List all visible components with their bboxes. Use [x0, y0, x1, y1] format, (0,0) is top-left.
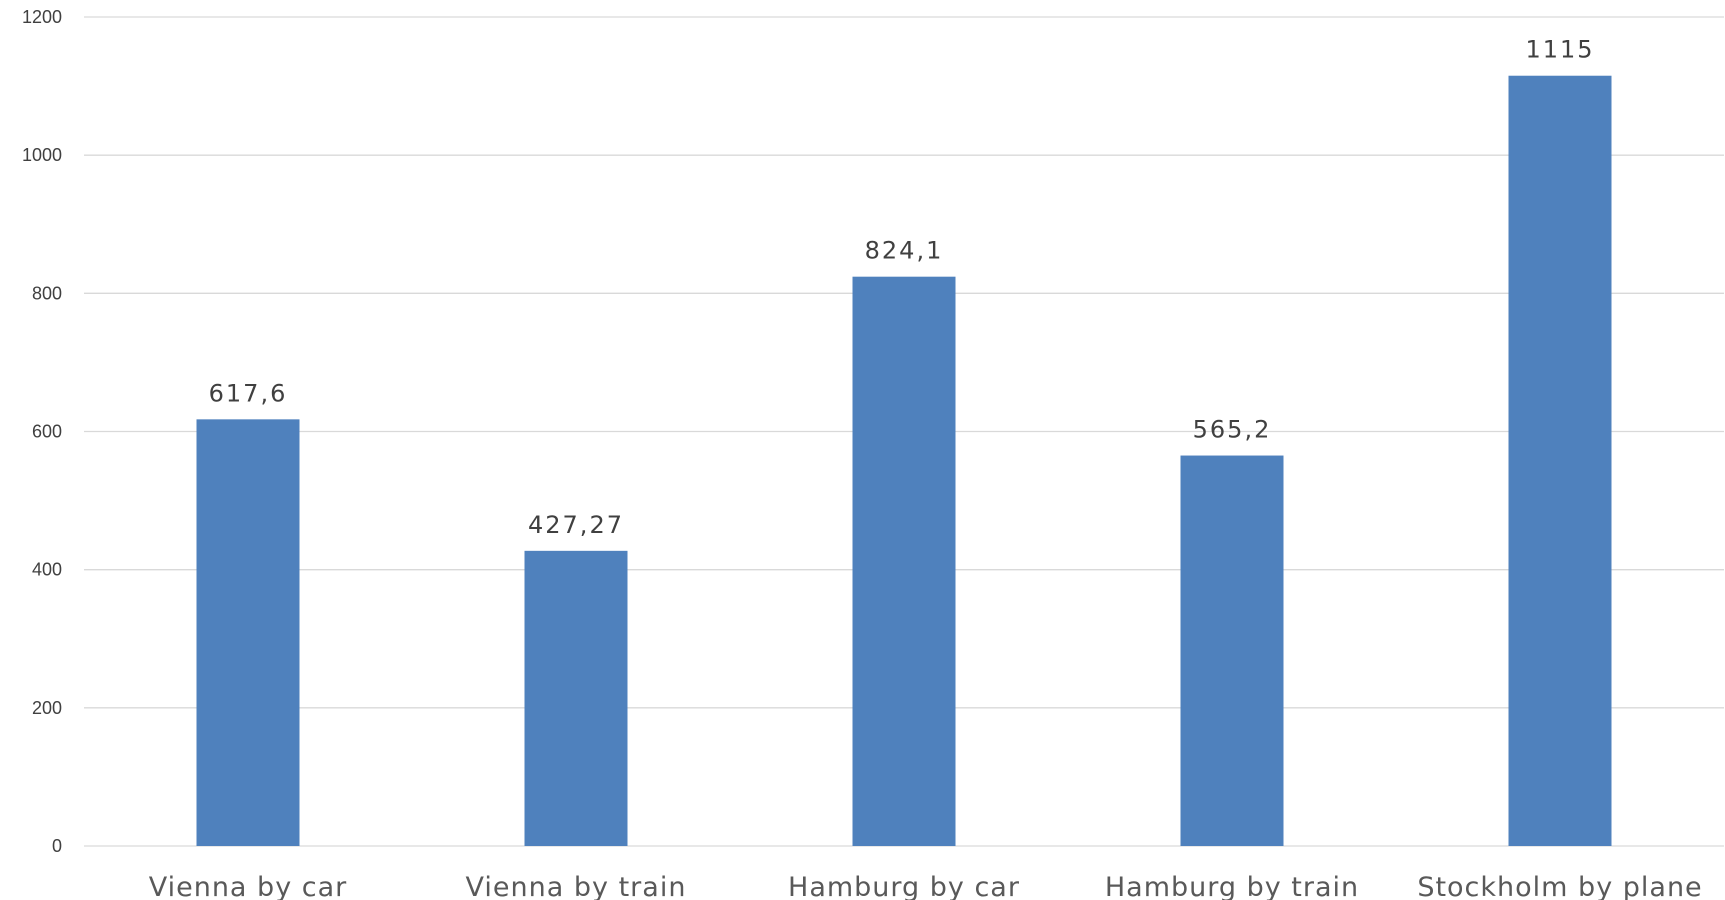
y-tick-label-800: 800 — [32, 283, 62, 303]
bar-5 — [1509, 76, 1612, 846]
y-tick-label-200: 200 — [32, 698, 62, 718]
data-label-3: 824,1 — [865, 237, 944, 265]
data-label-1: 617,6 — [209, 379, 288, 407]
y-tick-label-600: 600 — [32, 422, 62, 442]
data-label-4: 565,2 — [1193, 416, 1272, 444]
x-tick-label-3: Hamburg by car — [788, 872, 1020, 900]
bar-3 — [853, 277, 956, 846]
data-label-2: 427,27 — [528, 511, 624, 539]
bar-4 — [1181, 456, 1284, 846]
x-tick-label-2: Vienna by train — [466, 872, 687, 900]
x-tick-label-4: Hamburg by train — [1105, 872, 1359, 900]
bar-2 — [525, 551, 628, 846]
data-label-5: 1115 — [1525, 36, 1594, 64]
x-tick-label-1: Vienna by car — [149, 872, 348, 900]
y-tick-label-1200: 1200 — [22, 7, 62, 27]
bars — [197, 76, 1612, 846]
y-tick-label-0: 0 — [52, 836, 62, 856]
y-axis-ticks: 0 200 400 600 800 1000 1200 — [22, 7, 62, 856]
y-tick-label-400: 400 — [32, 560, 62, 580]
y-tick-label-1000: 1000 — [22, 145, 62, 165]
x-axis-ticks: Vienna by car Vienna by train Hamburg by c… — [149, 872, 1703, 900]
x-tick-label-5: Stockholm by plane — [1417, 872, 1702, 900]
bar-1 — [197, 419, 300, 846]
